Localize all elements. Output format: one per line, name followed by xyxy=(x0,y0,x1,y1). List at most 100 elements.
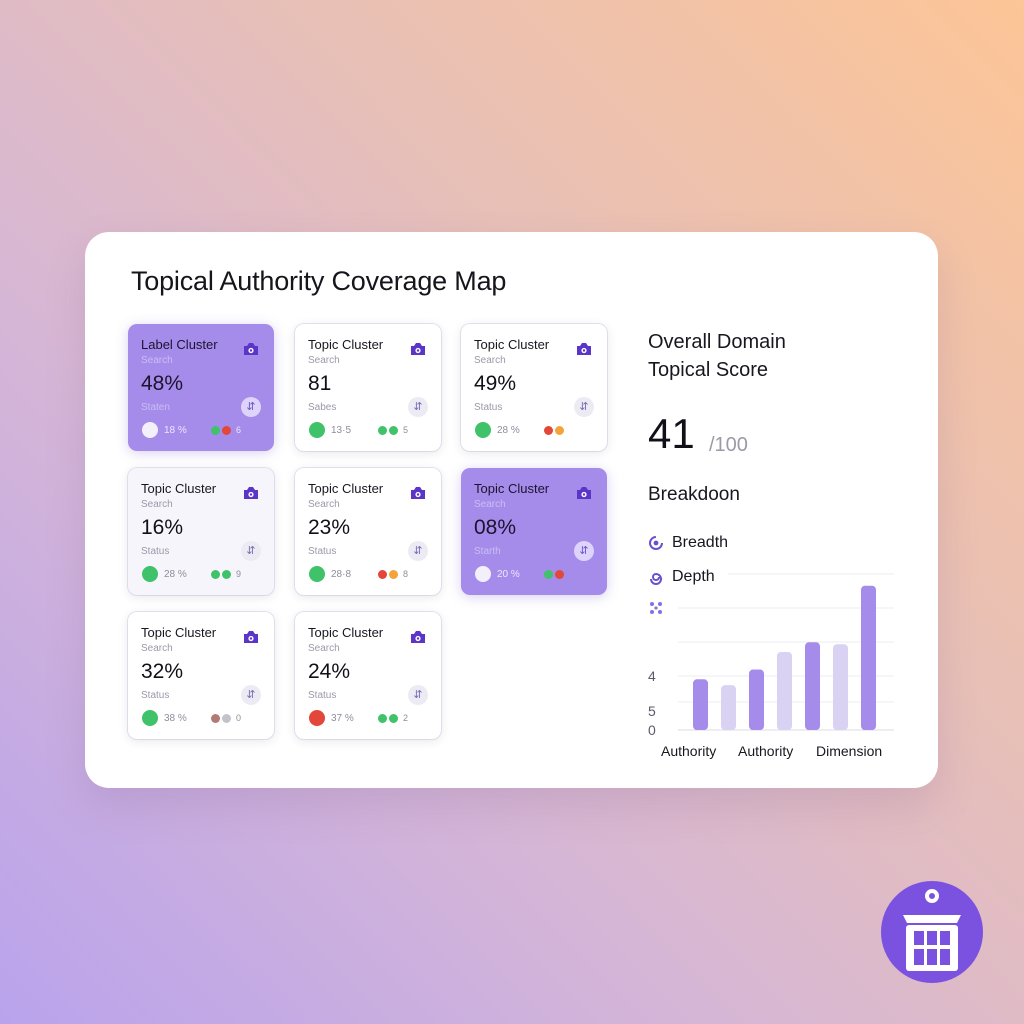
cluster-status: Staten xyxy=(141,402,170,413)
sort-toggle-icon[interactable]: ⇵ xyxy=(241,397,261,417)
cluster-card[interactable]: Topic Cluster Search 24% Status ⇵ 37 % 2 xyxy=(295,612,441,739)
cluster-card[interactable]: Topic Cluster Search 23% Status ⇵ 28·8 8 xyxy=(295,468,441,595)
cluster-value: 49% xyxy=(474,372,517,395)
camera-icon[interactable] xyxy=(243,630,259,644)
camera-icon[interactable] xyxy=(576,486,592,500)
mini-dot xyxy=(378,714,387,723)
mini-status-dots xyxy=(211,714,231,723)
camera-icon[interactable] xyxy=(243,342,259,356)
cluster-count: 9 xyxy=(236,569,242,579)
cluster-value: 08% xyxy=(474,516,517,539)
status-dot xyxy=(309,422,325,438)
mini-status-dots xyxy=(544,426,564,435)
cluster-percent: 28·8 xyxy=(331,569,352,580)
cluster-title: Topic Cluster xyxy=(308,481,384,496)
cluster-card[interactable]: Topic Cluster Search 16% Status ⇵ 28 % 9 xyxy=(128,468,274,595)
cluster-dots-icon xyxy=(650,602,662,614)
status-dot xyxy=(309,710,325,726)
cluster-count: 5 xyxy=(403,425,409,435)
cluster-card[interactable]: Label Cluster Search 48% Staten ⇵ 18 % 6 xyxy=(128,324,274,451)
y-tick-label: 0 xyxy=(648,722,656,738)
sort-toggle-icon[interactable]: ⇵ xyxy=(574,397,594,417)
sort-toggle-icon[interactable]: ⇵ xyxy=(408,397,428,417)
mini-status-dots xyxy=(211,570,231,579)
cluster-subtitle: Search xyxy=(308,643,340,654)
cluster-subtitle: Search xyxy=(308,355,340,366)
cluster-title: Topic Cluster xyxy=(308,625,384,640)
mini-dot xyxy=(222,426,231,435)
cluster-card[interactable]: Topic Cluster Search 81 Sabes ⇵ 13·5 5 xyxy=(295,324,441,451)
score-title: Overall Domain Topical Score xyxy=(648,328,848,384)
lantern-logo-icon[interactable] xyxy=(881,881,983,983)
sort-toggle-icon[interactable]: ⇵ xyxy=(408,541,428,561)
cluster-value: 24% xyxy=(308,660,351,683)
sort-toggle-icon[interactable]: ⇵ xyxy=(241,685,261,705)
chart-bar xyxy=(749,669,764,730)
y-tick-label: 4 xyxy=(648,668,656,684)
legend-item-depth[interactable]: Depth xyxy=(648,568,715,586)
mini-status-dots xyxy=(378,570,398,579)
camera-icon[interactable] xyxy=(576,342,592,356)
status-dot xyxy=(309,566,325,582)
mini-dot xyxy=(555,570,564,579)
cluster-card[interactable]: Topic Cluster Search 49% Status ⇵ 28 % xyxy=(461,324,607,451)
cluster-status: Status xyxy=(308,690,337,701)
cluster-value: 23% xyxy=(308,516,351,539)
chart-bar xyxy=(693,679,708,730)
chart-bar xyxy=(833,644,848,730)
mini-dot xyxy=(378,570,387,579)
legend-item-breadth[interactable]: Breadth xyxy=(648,534,728,552)
cluster-title: Topic Cluster xyxy=(474,337,550,352)
chart-bar xyxy=(777,652,792,730)
coverage-panel: Topical Authority Coverage Map Label Clu… xyxy=(85,232,938,788)
breakdown-title: Breakdoon xyxy=(648,484,740,505)
cluster-count: 0 xyxy=(236,713,242,723)
score-title-line1: Overall Domain xyxy=(648,331,786,353)
cluster-count: 2 xyxy=(403,713,409,723)
sort-toggle-icon[interactable]: ⇵ xyxy=(408,685,428,705)
sort-toggle-icon[interactable]: ⇵ xyxy=(574,541,594,561)
cluster-title: Topic Cluster xyxy=(308,337,384,352)
cluster-subtitle: Search xyxy=(141,643,173,654)
cluster-value: 48% xyxy=(141,372,184,395)
cluster-percent: 28 % xyxy=(164,569,187,580)
mini-dot xyxy=(389,570,398,579)
cluster-value: 16% xyxy=(141,516,184,539)
spiral-icon xyxy=(650,572,662,585)
bar-group xyxy=(693,585,876,730)
cluster-status: Status xyxy=(141,690,170,701)
chart-bar xyxy=(861,585,876,730)
camera-icon[interactable] xyxy=(410,342,426,356)
mini-dot xyxy=(389,714,398,723)
mini-dot xyxy=(211,570,220,579)
mini-status-dots xyxy=(378,426,398,435)
score-title-line2: Topical Score xyxy=(648,359,769,381)
mini-status-dots xyxy=(544,570,564,579)
cluster-subtitle: Search xyxy=(308,499,340,510)
mini-dot xyxy=(211,426,220,435)
cluster-title: Topic Cluster xyxy=(141,625,217,640)
cluster-title: Topic Cluster xyxy=(141,481,217,496)
status-dot xyxy=(142,710,158,726)
cluster-card[interactable]: Topic Cluster Search 32% Status ⇵ 38 % 0 xyxy=(128,612,274,739)
cluster-status: Status xyxy=(141,546,170,557)
sort-toggle-icon[interactable]: ⇵ xyxy=(241,541,261,561)
cluster-status: Status xyxy=(308,546,337,557)
mini-dot xyxy=(211,714,220,723)
cluster-status: Starth xyxy=(474,546,501,557)
legend-label-depth: Depth xyxy=(672,568,715,585)
status-dot xyxy=(142,422,158,438)
cluster-percent: 37 % xyxy=(331,713,354,724)
mini-dot xyxy=(555,426,564,435)
breakdown-bar-chart: 4 5 0 Authority Authority Dimension xyxy=(648,573,894,759)
cluster-subtitle: Search xyxy=(474,499,506,510)
cluster-title: Topic Cluster xyxy=(474,481,550,496)
camera-icon[interactable] xyxy=(243,486,259,500)
cluster-percent: 38 % xyxy=(164,713,187,724)
x-tick-label: Dimension xyxy=(816,743,882,759)
mini-dot xyxy=(544,570,553,579)
cluster-card[interactable]: Topic Cluster Search 08% Starth ⇵ 20 % xyxy=(461,468,607,595)
camera-icon[interactable] xyxy=(410,630,426,644)
camera-icon[interactable] xyxy=(410,486,426,500)
mini-dot xyxy=(222,714,231,723)
